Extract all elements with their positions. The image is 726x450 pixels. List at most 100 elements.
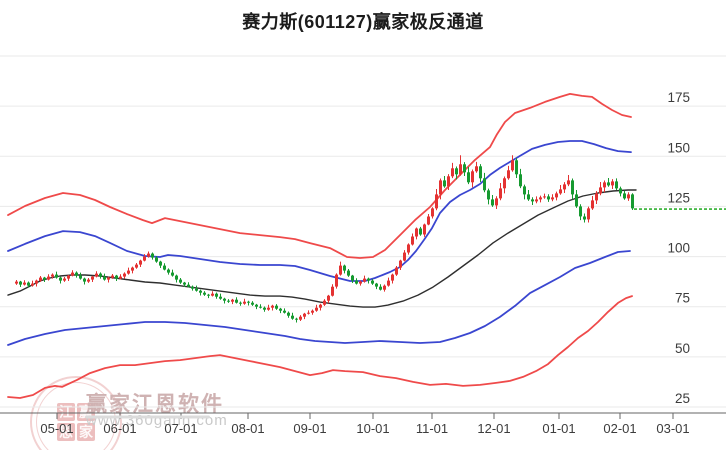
candle-body (191, 286, 194, 289)
y-axis-label: 50 (675, 341, 690, 356)
candle-body (623, 193, 626, 199)
candle-body (279, 308, 282, 311)
candle-body (91, 276, 94, 280)
candle-body (351, 275, 354, 281)
candle-body (87, 279, 90, 282)
candle-body (571, 180, 574, 195)
candle-body (311, 310, 314, 313)
candle-body (207, 294, 210, 296)
candle-body (339, 265, 342, 275)
candle-body (379, 286, 382, 290)
candle-body (219, 296, 222, 299)
candle-body (399, 260, 402, 268)
x-axis-label: 10-01 (356, 421, 389, 436)
candle-body (575, 194, 578, 207)
inner-upper-blue-line (7, 140, 632, 282)
candle-body (335, 274, 338, 287)
candle-body (187, 284, 190, 287)
candle-body (551, 197, 554, 200)
candle-body (183, 282, 186, 285)
candle-body (243, 301, 246, 304)
candle-body (603, 182, 606, 188)
candles-layer (15, 155, 634, 323)
candle-body (323, 300, 326, 305)
candle-body (227, 300, 230, 302)
x-axis-scrollbar (85, 415, 210, 419)
candle-body (555, 193, 558, 198)
x-axis-label: 12-01 (477, 421, 510, 436)
candle-body (475, 166, 478, 172)
candle-body (499, 188, 502, 199)
candle-body (15, 281, 18, 284)
candle-body (599, 187, 602, 194)
candle-body (179, 279, 182, 283)
candle-body (439, 180, 442, 195)
candle-body (291, 315, 294, 319)
candle-body (463, 164, 466, 173)
candle-body (383, 285, 386, 290)
candle-body (95, 273, 98, 277)
candle-body (255, 304, 258, 307)
candle-body (19, 281, 22, 285)
candle-body (471, 171, 474, 183)
x-axis-label: 02-01 (603, 421, 636, 436)
candle-body (407, 244, 410, 253)
candle-body (39, 277, 42, 281)
candle-body (371, 280, 374, 284)
x-axis-label: 05-01 (40, 421, 73, 436)
candle-body (107, 277, 110, 280)
x-axis-label: 06-01 (103, 421, 136, 436)
y-axis-label: 125 (667, 190, 690, 205)
candle-body (587, 208, 590, 220)
candle-body (275, 305, 278, 309)
candle-body (59, 277, 62, 281)
candle-body (127, 270, 130, 274)
candle-body (543, 196, 546, 198)
candle-body (155, 257, 158, 262)
candle-body (259, 306, 262, 308)
candle-body (251, 302, 254, 305)
candle-body (479, 166, 482, 179)
candle-body (615, 181, 618, 189)
candle-body (631, 194, 634, 209)
candle-body (75, 272, 78, 276)
candle-body (607, 182, 610, 186)
candle-body (235, 299, 238, 303)
candle-body (151, 253, 154, 258)
candle-body (307, 312, 310, 314)
candle-body (527, 194, 530, 200)
outer-lower-red-line (7, 295, 633, 399)
candle-body (215, 293, 218, 297)
x-axis-label: 11-01 (416, 421, 448, 436)
candle-body (283, 310, 286, 313)
logo-seal-char: 家 (77, 423, 95, 441)
candle-body (231, 299, 234, 302)
candle-body (139, 260, 142, 265)
candle-body (347, 270, 350, 276)
candle-body (535, 199, 538, 202)
x-axis-label: 07-01 (164, 421, 197, 436)
candle-body (247, 301, 250, 303)
candle-body (403, 252, 406, 261)
candle-body (43, 277, 46, 280)
candle-body (295, 318, 298, 320)
candle-body (331, 286, 334, 296)
candle-body (435, 194, 438, 209)
winner-gann-logo-watermark: 江 赢 恩 家 (30, 376, 122, 450)
candle-body (23, 282, 26, 285)
candle-body (99, 273, 102, 277)
channel-lines-layer (7, 93, 637, 399)
candle-body (131, 267, 134, 271)
candle-body (239, 302, 242, 304)
candle-body (579, 206, 582, 217)
candle-body (431, 208, 434, 217)
candle-body (27, 282, 30, 286)
x-axis-label: 01-01 (542, 421, 575, 436)
candle-body (411, 236, 414, 245)
candle-body (511, 160, 514, 171)
y-axis-label: 100 (667, 241, 690, 256)
chart-title: 赛力斯(601127)赢家极反通道 (242, 12, 484, 32)
candle-body (327, 295, 330, 301)
x-axis-label: 03-01 (656, 421, 689, 436)
